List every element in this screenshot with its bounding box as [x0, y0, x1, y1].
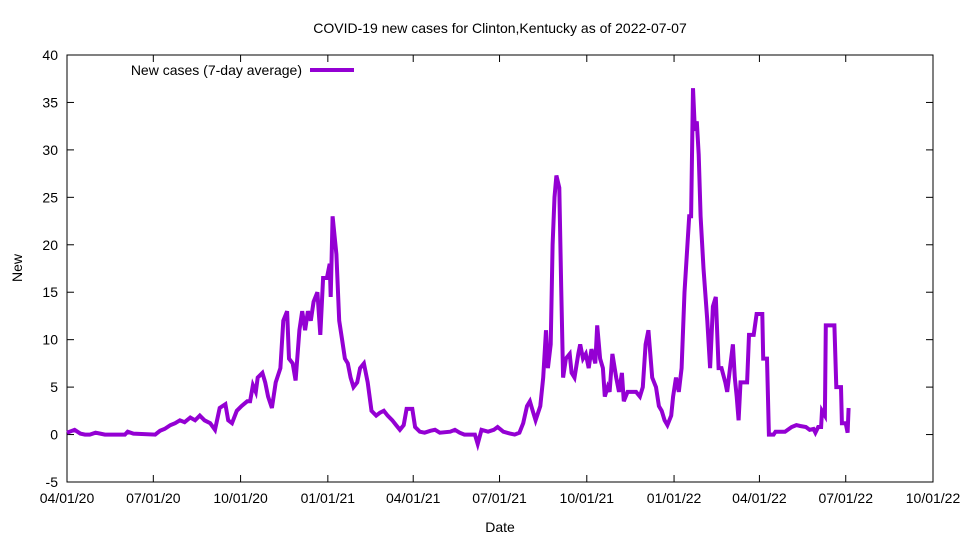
x-tick-label: 07/01/22 [818, 490, 873, 506]
y-tick-label: 5 [50, 379, 58, 395]
x-tick-label: 10/01/20 [213, 490, 268, 506]
x-tick-label: 04/01/22 [732, 490, 787, 506]
y-axis-label: New [9, 253, 25, 282]
y-tick-label: 35 [42, 94, 58, 110]
plot-frame [66, 54, 934, 483]
x-tick-label: 10/01/22 [906, 490, 960, 506]
legend-label: New cases (7-day average) [131, 62, 302, 78]
y-tick-label: 30 [42, 142, 58, 158]
x-axis: 04/01/20 07/01/20 10/01/20 01/01/21 04/01/21… [40, 55, 960, 506]
y-tick-label: 10 [42, 332, 58, 348]
x-axis-label: Date [485, 519, 515, 535]
chart-title: COVID-19 new cases for Clinton,Kentucky … [313, 20, 687, 36]
y-tick-label: 40 [42, 47, 58, 63]
x-tick-label: 07/01/20 [126, 490, 181, 506]
x-tick-label: 10/01/21 [560, 490, 615, 506]
y-tick-label: 25 [42, 189, 58, 205]
x-tick-label: 07/01/21 [472, 490, 527, 506]
y-tick-label: 20 [42, 237, 58, 253]
y-tick-label: 0 [50, 427, 58, 443]
x-tick-label: 01/01/21 [301, 490, 356, 506]
x-tick-label: 04/01/20 [40, 490, 95, 506]
x-tick-label: 01/01/22 [647, 490, 702, 506]
x-tick-label: 04/01/21 [386, 490, 441, 506]
series-line-new-cases [66, 88, 851, 452]
y-tick-label: -5 [46, 474, 59, 490]
y-tick-label: 15 [42, 284, 58, 300]
y-axis: -5 0 5 10 15 20 25 30 35 40 [42, 47, 933, 490]
